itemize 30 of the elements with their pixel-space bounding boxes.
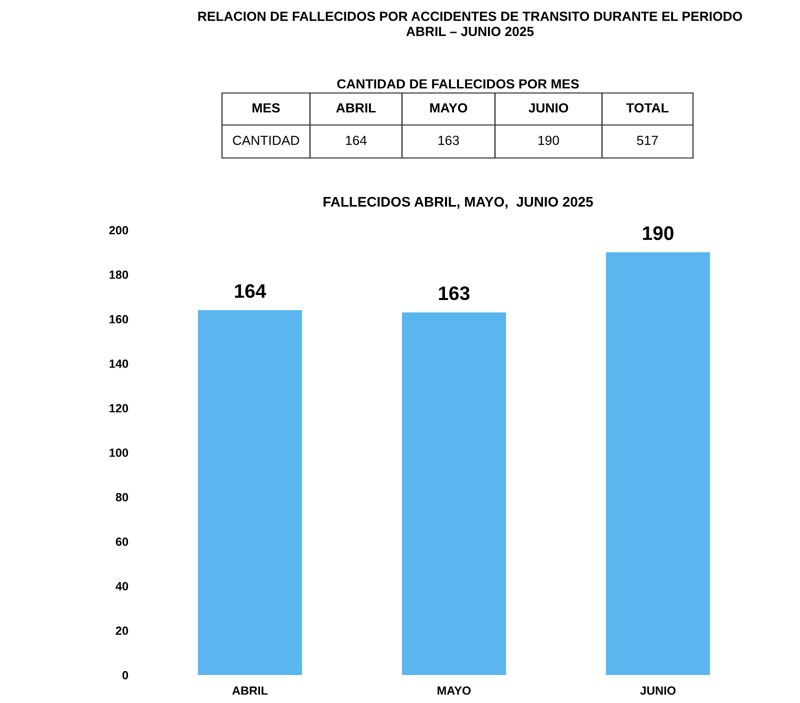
y-tick-label: 160	[110, 315, 128, 324]
category-label: ABRIL	[336, 103, 376, 112]
text: 163	[438, 136, 459, 146]
y-tick-label: 80	[116, 493, 128, 502]
text: TOTAL	[626, 103, 668, 113]
text: CANTIDAD DE FALLECIDOS POR MES	[337, 79, 579, 89]
x-tick-label: MAYO	[438, 686, 471, 695]
y-tick-label: 60	[116, 538, 128, 546]
text: 164	[346, 136, 367, 146]
data-label: 163	[439, 286, 470, 300]
text: 517	[637, 136, 658, 146]
x-tick-label: ABRIL	[232, 686, 268, 695]
data-label: 164	[235, 284, 266, 298]
y-tick-label: 140	[110, 360, 128, 368]
y-tick-label: 100	[110, 448, 128, 457]
y-tick-label: 200	[109, 226, 128, 234]
x-tick-label: JUNIO	[640, 686, 676, 695]
chart-subtitle: FALLECIDOS ABRIL, MAYO, JUNIO 2025	[324, 196, 593, 209]
y-tick-label: 20	[116, 626, 128, 635]
chart-title: RELACION DE FALLECIDOS POR ACCIDENTES DE TRANSITO DURANTE EL PERIODO ABRIL – JUNIO 2025	[198, 12, 742, 36]
y-tick-label: 0	[122, 671, 128, 680]
data-label: 190	[643, 226, 674, 240]
y-tick-label: 120	[110, 404, 128, 412]
y-tick-label: 40	[116, 582, 128, 590]
y-tick-label: 180	[110, 270, 128, 279]
text: 190	[538, 136, 559, 146]
text: MES	[252, 103, 280, 113]
text: CANTIDAD	[232, 136, 300, 146]
category-label: JUNIO	[528, 103, 568, 113]
category-label: MAYO	[430, 103, 468, 113]
